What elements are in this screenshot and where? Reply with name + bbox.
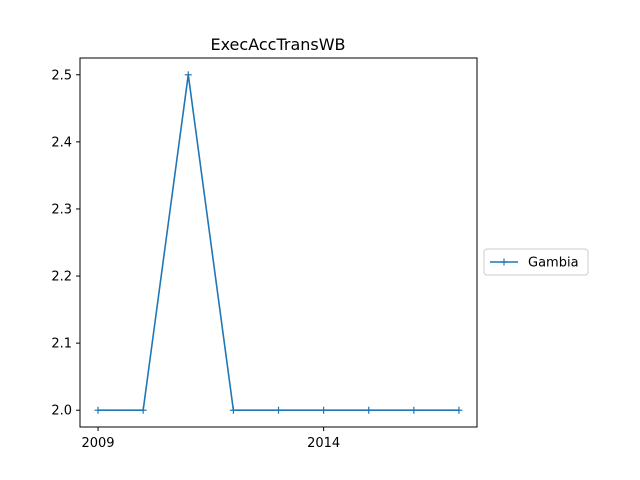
y-tick-label: 2.2 (51, 270, 72, 285)
data-point (139, 406, 147, 414)
data-point (184, 71, 192, 79)
y-tick-label: 2.0 (51, 404, 72, 419)
data-point (229, 406, 237, 414)
data-point (94, 406, 102, 414)
chart-title: ExecAccTransWB (210, 35, 345, 54)
data-point (275, 406, 282, 414)
y-tick-label: 2.3 (51, 202, 72, 217)
legend-box (483, 248, 589, 276)
data-point (320, 406, 328, 414)
plot-area: 2.0 2.1 2.2 2.3 2.4 2.5 2009 2014 (51, 57, 478, 451)
y-tick-label: 2.4 (51, 135, 72, 150)
x-tick-label: 2009 (81, 436, 114, 451)
legend: Gambia (483, 248, 589, 276)
legend-label: Gambia (528, 256, 579, 271)
x-tick-label: 2014 (307, 436, 340, 451)
plot-frame (79, 57, 478, 428)
y-tick-label: 2.5 (51, 68, 72, 83)
series-line-gambia (98, 74, 459, 412)
data-point (365, 406, 373, 414)
y-tick-label: 2.1 (51, 337, 72, 352)
data-point (410, 406, 418, 414)
data-point (455, 406, 463, 414)
